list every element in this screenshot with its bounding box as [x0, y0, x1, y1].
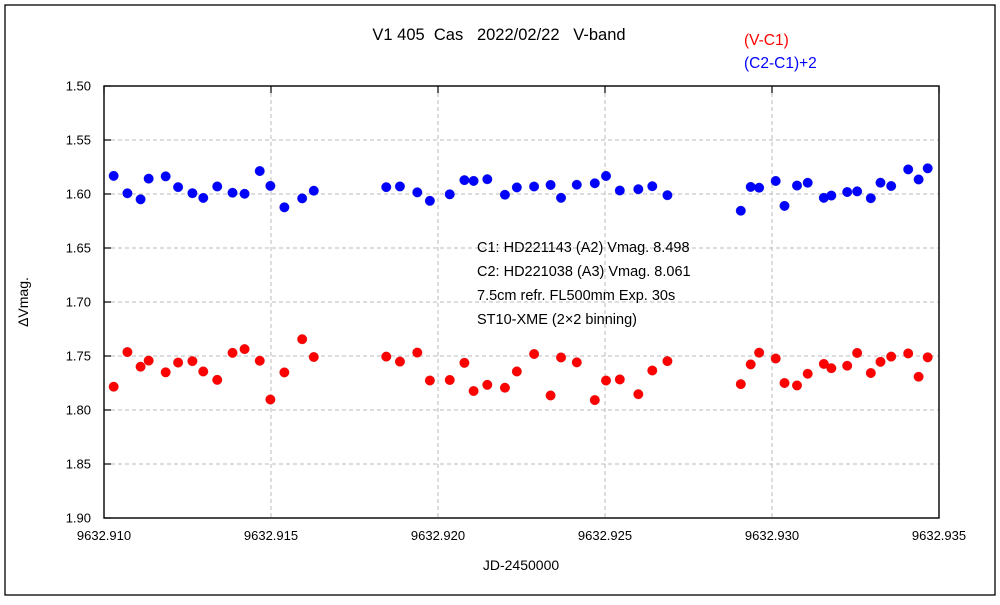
svg-text:C1: HD221143 (A2) Vmag. 8.498: C1: HD221143 (A2) Vmag. 8.498 [477, 240, 690, 256]
svg-text:1.75: 1.75 [66, 349, 91, 364]
svg-text:1.90: 1.90 [66, 511, 91, 526]
svg-text:ST10-XME (2×2 binning): ST10-XME (2×2 binning) [477, 312, 637, 328]
svg-text:(V-C1): (V-C1) [744, 32, 789, 49]
svg-text:9632.930: 9632.930 [745, 528, 799, 543]
svg-text:1.85: 1.85 [66, 457, 91, 472]
svg-text:C2: HD221038 (A3) Vmag. 8.061: C2: HD221038 (A3) Vmag. 8.061 [477, 264, 691, 280]
svg-text:ΔVmag.: ΔVmag. [15, 277, 31, 327]
svg-text:1.55: 1.55 [66, 133, 91, 148]
svg-text:9632.925: 9632.925 [578, 528, 632, 543]
svg-text:9632.935: 9632.935 [912, 528, 966, 543]
svg-text:1.50: 1.50 [66, 79, 91, 94]
svg-text:V1 405 Cas 2022/02/22 V-b: V1 405 Cas 2022/02/22 V-band [372, 26, 625, 44]
svg-text:(C2-C1)+2: (C2-C1)+2 [744, 55, 817, 72]
svg-text:1.80: 1.80 [66, 403, 91, 418]
svg-text:9632.915: 9632.915 [244, 528, 298, 543]
svg-text:1.65: 1.65 [66, 241, 91, 256]
svg-text:7.5cm refr. FL500mm Exp. 30s: 7.5cm refr. FL500mm Exp. 30s [477, 288, 675, 304]
svg-text:9632.920: 9632.920 [411, 528, 465, 543]
svg-text:JD-2450000: JD-2450000 [483, 557, 559, 573]
svg-text:9632.910: 9632.910 [77, 528, 131, 543]
svg-text:1.60: 1.60 [66, 187, 91, 202]
svg-text:1.70: 1.70 [66, 295, 91, 310]
